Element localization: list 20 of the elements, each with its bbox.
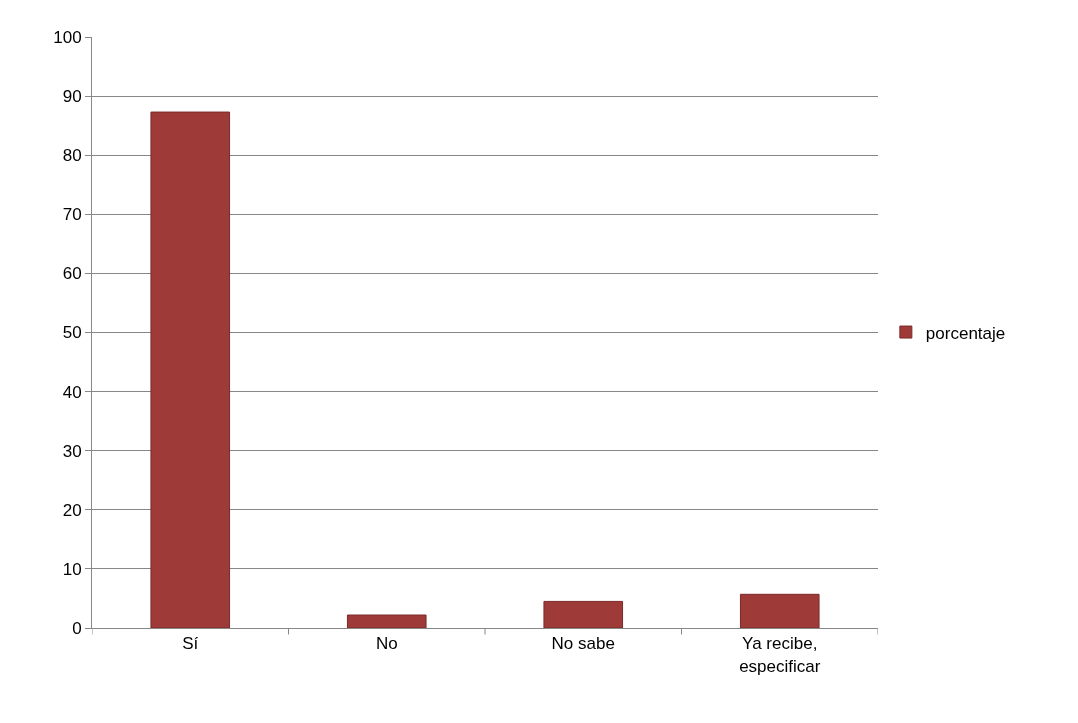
y-tick-label: 40 <box>62 382 82 402</box>
y-tick-label: 10 <box>62 559 82 579</box>
y-tick-label: 20 <box>62 500 82 520</box>
x-tick-label: Sí <box>182 634 199 654</box>
x-tick-label: No <box>375 634 398 654</box>
x-tick-label: Ya recibe, especificar <box>739 634 821 676</box>
x-tick-label: No sabe <box>551 634 615 654</box>
legend-label: porcentaje <box>925 323 1006 343</box>
y-tick-label: 0 <box>72 618 82 638</box>
bar <box>739 593 820 628</box>
y-tick-label: 80 <box>62 146 82 166</box>
bar <box>543 600 624 628</box>
y-tick-label: 70 <box>62 205 82 225</box>
y-tick-label: 60 <box>62 264 82 284</box>
bar <box>150 111 231 628</box>
y-tick-label: 90 <box>62 87 82 107</box>
y-tick-label: 100 <box>53 27 82 47</box>
y-tick-label: 30 <box>62 441 82 461</box>
bar <box>346 614 427 628</box>
y-tick-label: 50 <box>62 323 82 343</box>
